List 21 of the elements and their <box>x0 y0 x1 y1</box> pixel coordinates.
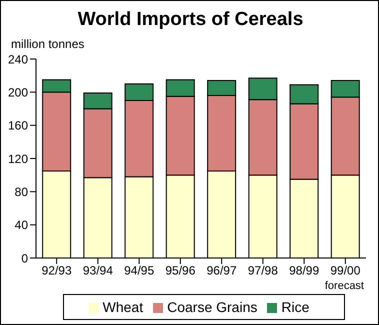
y-tick-label: 200 <box>8 85 28 100</box>
x-tick-label: 99/00 <box>330 264 361 278</box>
x-tick-label: 96/97 <box>206 264 237 278</box>
legend-label: Rice <box>281 299 310 315</box>
y-tick-label: 0 <box>21 251 28 266</box>
x-tick-label: 98/99 <box>289 264 320 278</box>
x-tick-label: 92/93 <box>42 264 72 278</box>
y-tick-label: 40 <box>14 218 28 232</box>
y-axis-title: million tonnes <box>11 37 84 51</box>
text: forecast <box>324 280 364 292</box>
legend-label: Coarse Grains <box>167 299 258 315</box>
y-tick-label: 160 <box>8 118 28 133</box>
legend-label: Wheat <box>102 299 144 315</box>
y-tick-label: 80 <box>14 184 28 199</box>
x-tick-label: 93/94 <box>82 264 114 278</box>
y-tick-label: 120 <box>8 152 28 166</box>
x-tick-label: 94/95 <box>124 264 154 278</box>
x-tick-label: 95/96 <box>165 264 196 278</box>
y-tick-label: 240 <box>8 52 28 66</box>
x-tick-label: 97/98 <box>248 264 278 278</box>
chart-title: World Imports of Cereals <box>76 9 304 31</box>
